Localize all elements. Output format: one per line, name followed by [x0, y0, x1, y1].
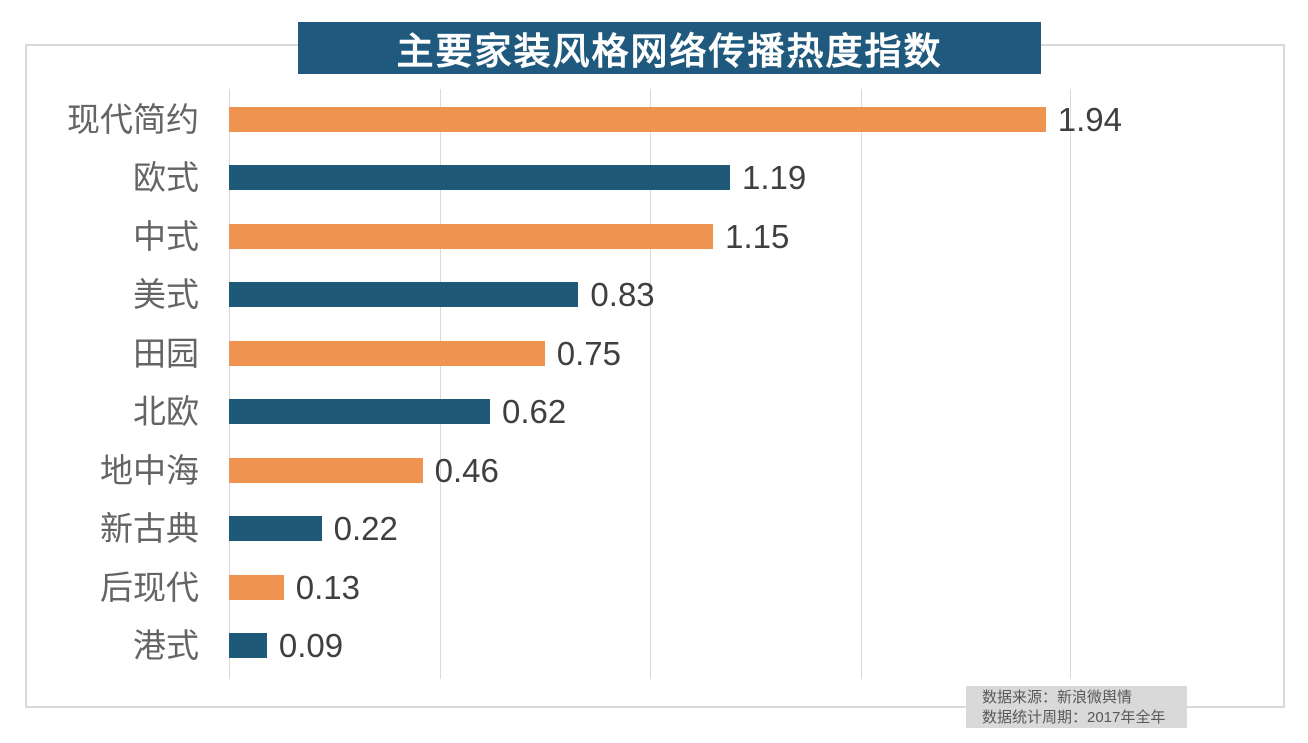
gridline [650, 89, 651, 679]
category-label: 田园 [133, 334, 199, 372]
category-label: 港式 [133, 627, 199, 665]
bar [229, 106, 1046, 132]
bar-row: 中式 1.15 [25, 207, 1071, 266]
bar-row: 欧式 1.19 [25, 149, 1071, 208]
bar-track: 1.15 [229, 207, 1071, 266]
gridline [860, 89, 862, 679]
chart-title-banner: 主要家装风格网络传播热度指数 [298, 22, 1041, 74]
value-label: 0.75 [556, 334, 621, 372]
category-label: 地中海 [100, 451, 199, 489]
bar [229, 633, 267, 659]
gridline [1070, 89, 1071, 679]
bar-row: 美式 0.83 [25, 266, 1071, 325]
value-label: 0.62 [502, 393, 567, 431]
value-label: 0.09 [278, 627, 344, 665]
category-label: 新古典 [100, 510, 199, 548]
bar-row: 田园 0.75 [25, 324, 1071, 383]
value-label: 1.15 [725, 217, 790, 255]
bar-row: 现代简约 1.94 [25, 90, 1122, 149]
bar [229, 399, 491, 425]
bar-row: 新古典 0.22 [25, 500, 1071, 559]
source-note: 数据来源：新浪微舆情 数据统计周期：2017年全年 [966, 686, 1187, 728]
bar [229, 340, 545, 366]
bar-track: 0.46 [229, 441, 1071, 500]
value-label: 0.46 [434, 451, 499, 489]
bar-track: 1.94 [229, 90, 1122, 149]
period-line: 数据统计周期：2017年全年 [982, 709, 1166, 726]
value-label: 1.19 [741, 159, 807, 197]
category-label: 中式 [133, 217, 199, 255]
bar [229, 223, 714, 249]
category-label: 美式 [133, 276, 199, 314]
bar-track: 1.19 [229, 149, 1071, 208]
value-label: 1.94 [1057, 100, 1122, 138]
category-label: 现代简约 [67, 100, 199, 138]
bar [229, 574, 284, 600]
bar [229, 457, 423, 483]
bar-row: 港式 0.09 [25, 617, 1071, 676]
bar-track: 0.62 [229, 383, 1071, 442]
bar-track: 0.22 [229, 500, 1071, 559]
bar [229, 282, 579, 308]
source-line: 数据来源：新浪微舆情 [982, 689, 1133, 706]
bar [229, 516, 322, 542]
gridlines-layer [229, 89, 1071, 679]
bar-track: 0.75 [229, 324, 1071, 383]
category-label: 后现代 [100, 568, 199, 606]
bar-track: 0.09 [229, 617, 1071, 676]
value-label: 0.83 [590, 276, 655, 314]
gridline [439, 89, 441, 679]
chart-title: 主要家装风格网络传播热度指数 [396, 31, 943, 72]
value-label: 0.13 [295, 568, 360, 606]
category-label: 北欧 [133, 393, 199, 431]
gridline [229, 89, 230, 679]
bar-row: 地中海 0.46 [25, 441, 1071, 500]
category-label: 欧式 [133, 159, 199, 197]
bar-track: 0.13 [229, 558, 1071, 617]
bar-row: 后现代 0.13 [25, 558, 1071, 617]
bar-track: 0.83 [229, 266, 1071, 325]
value-label: 0.22 [333, 510, 398, 548]
bar [229, 165, 730, 191]
plot-area: 现代简约 1.94 欧式 1.19 中式 1.15 美式 0.83 田园 0.75 北欧 0.62 地中… [25, 90, 1122, 676]
bar-row: 北欧 0.62 [25, 383, 1071, 442]
